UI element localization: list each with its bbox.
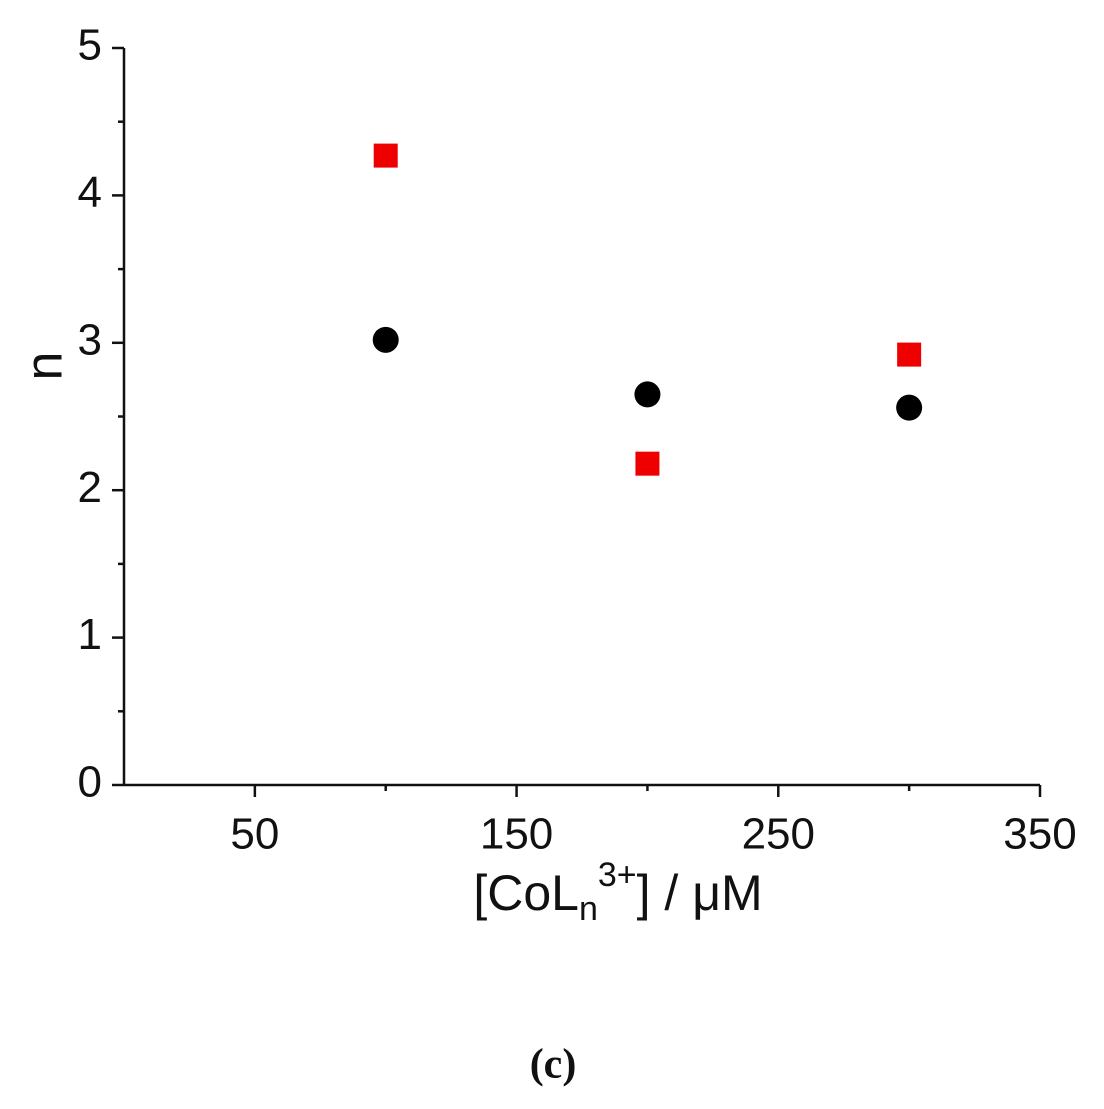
y-tick-label: 1 <box>78 610 102 659</box>
y-tick-label: 2 <box>78 463 102 512</box>
y-axis-label: n <box>16 352 74 381</box>
square-point <box>897 342 922 367</box>
circle-point <box>372 326 399 353</box>
x-label-sub: n <box>579 890 598 928</box>
y-tick-label: 5 <box>78 21 102 70</box>
x-label-sup: 3+ <box>598 856 637 894</box>
x-label-part: [CoL <box>473 865 579 921</box>
x-tick-label: 150 <box>480 810 553 859</box>
caption: (c) <box>530 1042 577 1088</box>
x-tick-label: 350 <box>1003 810 1076 859</box>
y-tick-label: 4 <box>78 168 102 217</box>
y-tick-label: 3 <box>78 315 102 364</box>
y-tick-label: 0 <box>78 758 102 807</box>
square-point <box>635 451 660 476</box>
x-tick-label: 50 <box>230 810 279 859</box>
x-axis-label: [CoLn3+] / μM <box>473 856 762 928</box>
circle-point <box>634 381 661 408</box>
square-point <box>373 143 398 168</box>
x-tick-label: 250 <box>742 810 815 859</box>
circle-point <box>896 394 923 421</box>
x-label-part: ] / μM <box>637 865 763 921</box>
